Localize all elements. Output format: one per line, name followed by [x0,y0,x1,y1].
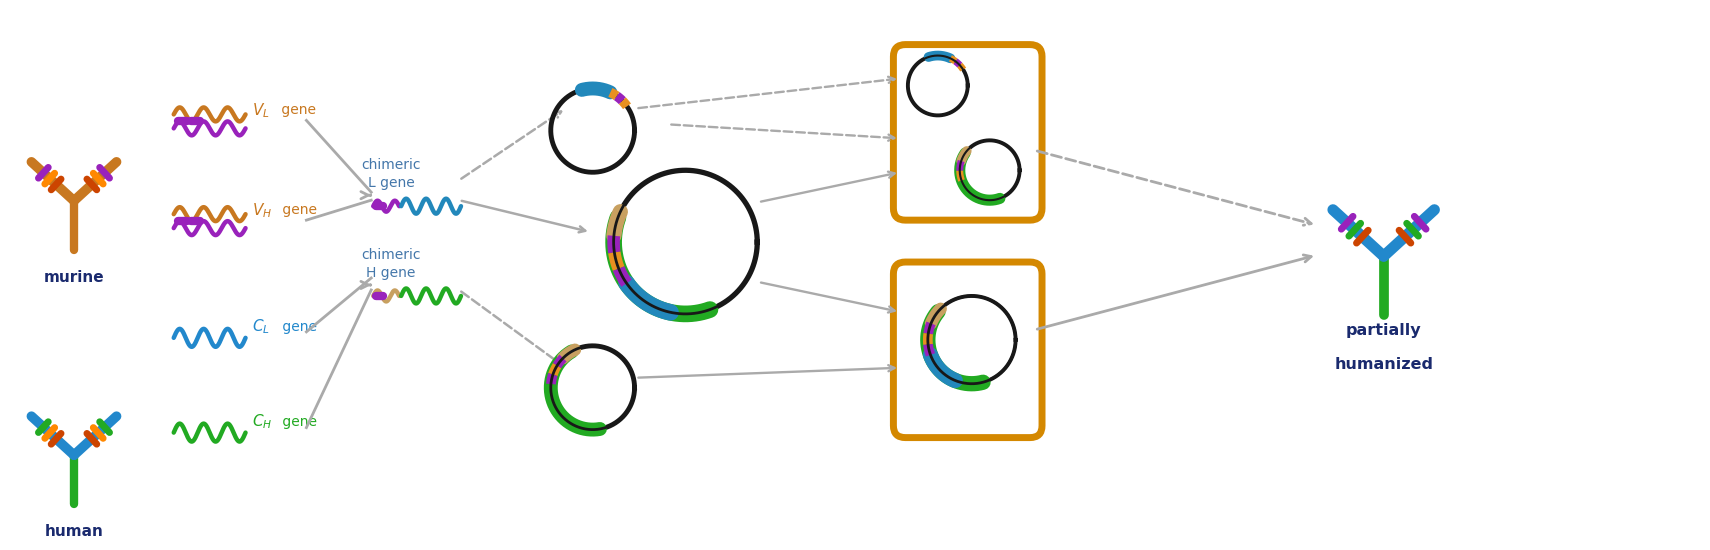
FancyBboxPatch shape [893,262,1041,438]
Text: chimeric: chimeric [361,248,421,262]
Text: gene: gene [279,415,318,428]
Text: $V_H$: $V_H$ [251,201,272,219]
Text: L gene: L gene [368,176,414,190]
Text: H gene: H gene [366,266,416,280]
Text: partially: partially [1346,323,1421,338]
Text: human: human [44,524,103,540]
Text: gene: gene [277,103,316,117]
FancyBboxPatch shape [893,45,1041,220]
Text: murine: murine [44,270,104,285]
Text: gene: gene [279,203,318,217]
Text: $C_L$: $C_L$ [251,317,270,336]
Text: chimeric: chimeric [361,158,421,172]
Text: humanized: humanized [1334,357,1433,372]
Text: $C_H$: $C_H$ [251,412,272,431]
Text: gene: gene [279,320,318,334]
Text: $V_L$: $V_L$ [251,101,268,120]
